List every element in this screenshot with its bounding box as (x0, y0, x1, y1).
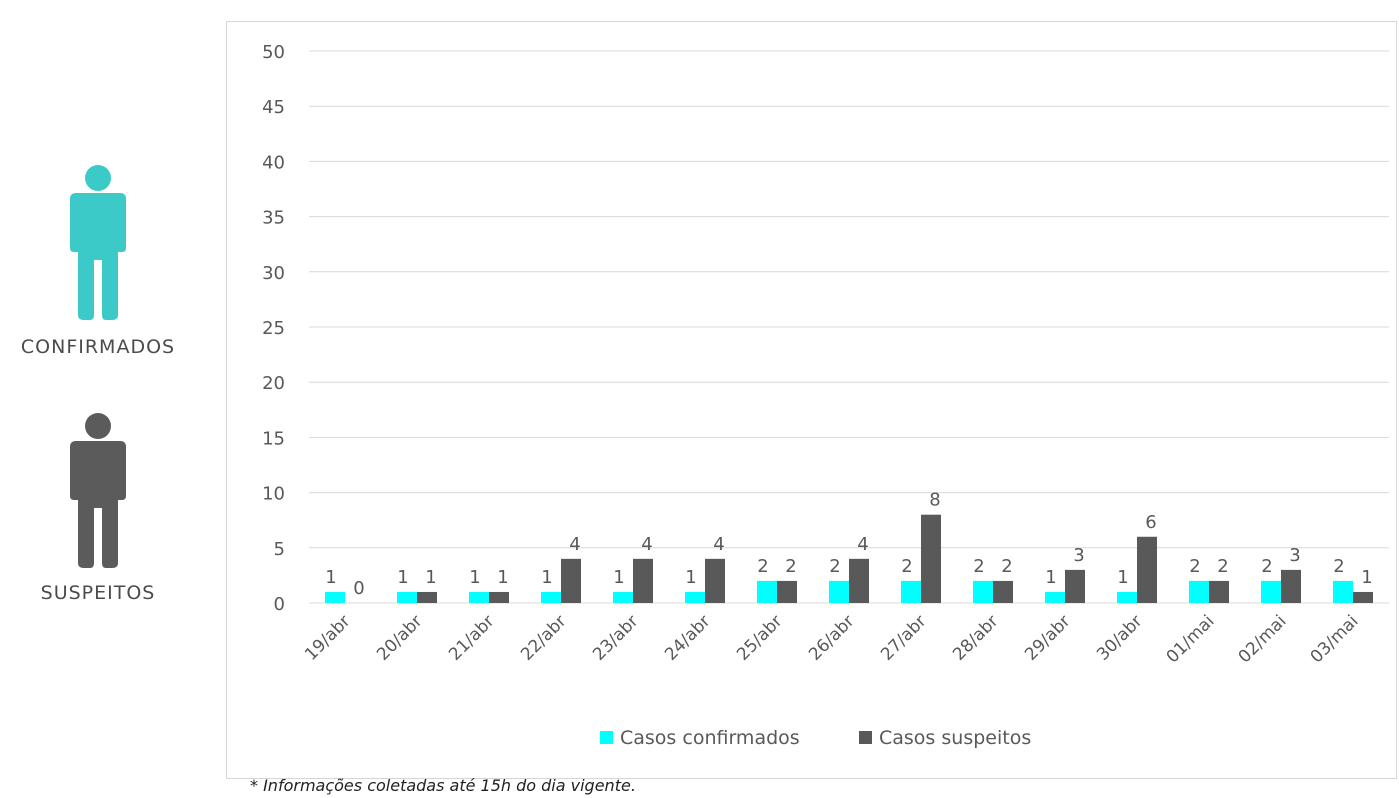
suspected-bar (561, 558, 581, 603)
x-tick-label: 23/abr (589, 611, 642, 664)
suspected-label: SUSPEITOS (40, 582, 156, 604)
data-label: 1 (325, 567, 336, 588)
legend-label-confirmed: Casos confirmados (620, 727, 800, 749)
suspected-bar (705, 558, 725, 603)
x-tick-label: 29/abr (1021, 611, 1074, 664)
x-tick-label: 22/abr (517, 611, 570, 664)
suspected-bar (1137, 536, 1157, 603)
data-label: 4 (857, 534, 868, 555)
suspected-bar (1209, 580, 1229, 603)
x-tick-label: 27/abr (877, 611, 930, 664)
confirmed-bar (541, 591, 561, 603)
suspected-bar (1353, 591, 1373, 603)
x-tick-label: 26/abr (805, 611, 858, 664)
data-label: 2 (1001, 556, 1012, 577)
suspected-bar (849, 558, 869, 603)
data-label: 2 (1189, 556, 1200, 577)
confirmed-bar (397, 591, 417, 603)
confirmed-bar (469, 591, 489, 603)
legend-label-suspected: Casos suspeitos (879, 727, 1031, 749)
x-tick-label: 30/abr (1093, 611, 1146, 664)
y-tick-label: 5 (274, 539, 285, 560)
data-label: 4 (569, 534, 580, 555)
y-tick-label: 0 (274, 594, 285, 615)
y-tick-label: 35 (262, 208, 285, 229)
y-tick-label: 30 (262, 263, 285, 284)
y-tick-label: 10 (262, 484, 285, 505)
data-label: 1 (497, 567, 508, 588)
confirmed-label: CONFIRMADOS (20, 336, 176, 358)
y-tick-label: 45 (262, 97, 285, 118)
confirmed-bar (901, 580, 921, 603)
data-label: 3 (1073, 545, 1084, 566)
data-label: 2 (1217, 556, 1228, 577)
x-tick-label: 25/abr (733, 611, 786, 664)
data-label: 2 (1333, 556, 1344, 577)
suspected-person-icon (70, 413, 126, 568)
suspected-bar (993, 580, 1013, 603)
data-label: 2 (901, 556, 912, 577)
y-tick-label: 40 (262, 152, 285, 173)
data-label: 1 (685, 567, 696, 588)
suspected-bar (633, 558, 653, 603)
suspected-bar (417, 591, 437, 603)
suspected-bar (777, 580, 797, 603)
data-label: 1 (613, 567, 624, 588)
x-tick-label: 20/abr (373, 611, 426, 664)
y-tick-label: 50 (262, 42, 285, 63)
confirmed-bar (1333, 580, 1353, 603)
confirmed-bar (973, 580, 993, 603)
confirmed-bar (1045, 591, 1065, 603)
data-label: 2 (829, 556, 840, 577)
data-label: 1 (469, 567, 480, 588)
data-label: 4 (713, 534, 724, 555)
data-label: 1 (1361, 567, 1372, 588)
y-tick-label: 25 (262, 318, 285, 339)
x-tick-label: 28/abr (949, 611, 1002, 664)
footnote: * Informações coletadas até 15h do dia v… (250, 776, 636, 795)
data-label: 3 (1289, 545, 1300, 566)
x-tick-label: 21/abr (445, 611, 498, 664)
data-label: 1 (425, 567, 436, 588)
x-tick-label: 24/abr (661, 611, 714, 664)
data-label: 1 (397, 567, 408, 588)
confirmed-bar (1189, 580, 1209, 603)
data-label: 4 (641, 534, 652, 555)
confirmed-bar (1261, 580, 1281, 603)
y-tick-label: 15 (262, 428, 285, 449)
suspected-bar (489, 591, 509, 603)
data-label: 1 (1117, 567, 1128, 588)
suspected-bar (921, 514, 941, 603)
confirmed-bar (1117, 591, 1137, 603)
legend-swatch-suspected (859, 731, 872, 744)
data-label: 6 (1145, 512, 1156, 533)
x-tick-label: 03/mai (1307, 611, 1363, 667)
confirmed-bar (757, 580, 777, 603)
chart-container: 0 5 10 15 20 25 30 35 40 45 50 1 0 19/abr 1 1 20/abr 1 1 21… (226, 21, 1397, 779)
data-label: 2 (1261, 556, 1272, 577)
data-label: 8 (929, 490, 940, 511)
suspected-bar (1281, 569, 1301, 603)
data-label: 2 (973, 556, 984, 577)
x-tick-label: 02/mai (1235, 611, 1291, 667)
data-label: 1 (541, 567, 552, 588)
legend-swatch-confirmed (600, 731, 613, 744)
x-tick-label: 01/mai (1163, 611, 1219, 667)
data-label: 2 (757, 556, 768, 577)
x-tick-label: 19/abr (301, 611, 354, 664)
confirmed-bar (685, 591, 705, 603)
confirmed-bar (829, 580, 849, 603)
confirmed-person-icon (70, 165, 126, 320)
suspected-bar (1065, 569, 1085, 603)
data-label: 0 (353, 578, 364, 599)
data-label: 1 (1045, 567, 1056, 588)
confirmed-bar (613, 591, 633, 603)
data-label: 2 (785, 556, 796, 577)
confirmed-bar (325, 591, 345, 603)
y-tick-label: 20 (262, 373, 285, 394)
